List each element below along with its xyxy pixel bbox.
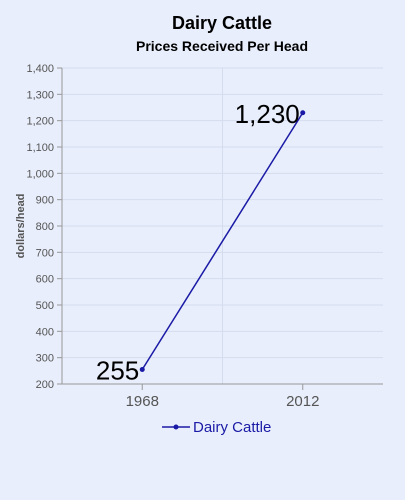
y-tick-label: 1,100	[26, 142, 54, 154]
data-point	[300, 110, 306, 116]
chart-title: Dairy Cattle	[172, 13, 272, 33]
y-tick-label: 600	[36, 274, 54, 286]
y-tick-label: 700	[36, 247, 54, 259]
grid-layer	[62, 67, 383, 384]
y-tick-label: 1,400	[26, 63, 54, 75]
label-layer: 255 1,230	[96, 99, 300, 386]
axis-layer: 200 300 400 500 600 700 800 900 1,000 1,100 1,200 1…	[26, 63, 383, 410]
series-layer	[139, 110, 306, 373]
legend-label: Dairy Cattle	[193, 419, 271, 436]
y-tick-label: 300	[36, 353, 54, 365]
series-line	[141, 112, 304, 370]
y-tick-label: 1,300	[26, 89, 54, 101]
data-point	[139, 367, 145, 373]
y-tick-label: 500	[36, 300, 54, 312]
x-tick-label: 1968	[126, 393, 159, 410]
x-tick-label: 2012	[286, 393, 319, 410]
y-tick-label: 200	[36, 379, 54, 391]
chart-subtitle: Prices Received Per Head	[136, 38, 308, 54]
y-axis-label: dollars/head	[15, 194, 27, 259]
data-label: 255	[96, 356, 139, 386]
y-tick-label: 1,200	[26, 116, 54, 128]
y-tick-label: 900	[36, 195, 54, 207]
y-tick-label: 1,000	[26, 168, 54, 180]
y-tick-label: 400	[36, 326, 54, 338]
y-tick-label: 800	[36, 221, 54, 233]
data-label: 1,230	[235, 99, 300, 129]
legend-dot-marker	[173, 424, 179, 430]
legend[interactable]: Dairy Cattle	[162, 419, 271, 436]
